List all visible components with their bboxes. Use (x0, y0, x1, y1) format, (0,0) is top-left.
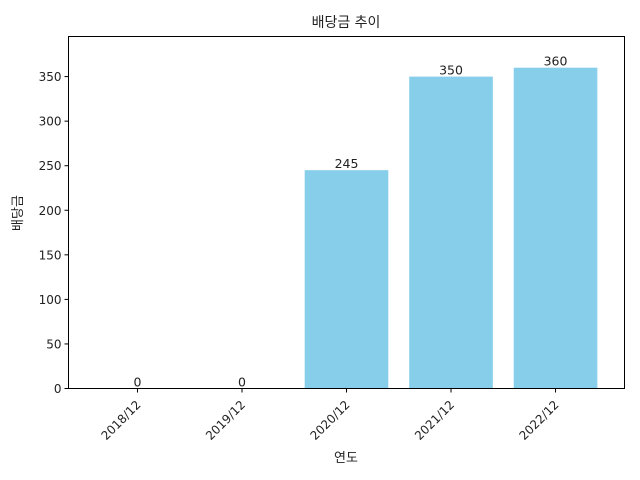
x-axis-ticks: 2018/12 2019/12 2020/12 2021/12 2022/12 (98, 388, 562, 443)
y-tick-label: 150 (39, 248, 62, 262)
bar-value-label: 350 (439, 63, 463, 78)
bar-2021/12 (409, 76, 493, 389)
x-tick-label: 2022/12 (516, 398, 561, 443)
y-tick-label: 50 (46, 337, 61, 351)
x-axis-title: 연도 (334, 451, 358, 466)
y-tick-label: 350 (39, 70, 62, 84)
y-axis-ticks: 0 50 100 150 200 250 300 350 (39, 70, 69, 396)
bar-value-label: 0 (238, 375, 246, 390)
x-tick-label: 2018/12 (98, 398, 143, 443)
y-tick-label: 200 (39, 204, 62, 218)
bar-value-label: 245 (335, 156, 359, 171)
bar-value-label: 0 (134, 375, 142, 390)
x-tick-label: 2019/12 (203, 398, 248, 443)
bar-labels-layer: 0 0 245 350 360 (134, 54, 568, 390)
plot-frame (68, 36, 625, 389)
x-tick-label: 2021/12 (412, 398, 457, 443)
y-axis-title: 배당금 (11, 195, 26, 231)
y-tick-label: 0 (54, 382, 62, 396)
x-tick-label: 2020/12 (307, 398, 352, 443)
chart-title: 배당금 추이 (312, 15, 381, 31)
bars-layer (304, 67, 598, 389)
y-tick-label: 100 (39, 293, 62, 307)
bar-2020/12 (304, 170, 389, 389)
y-tick-label: 300 (39, 115, 62, 129)
bar-2022/12 (513, 67, 598, 389)
bar-value-label: 360 (544, 54, 568, 69)
y-tick-label: 250 (39, 159, 62, 173)
